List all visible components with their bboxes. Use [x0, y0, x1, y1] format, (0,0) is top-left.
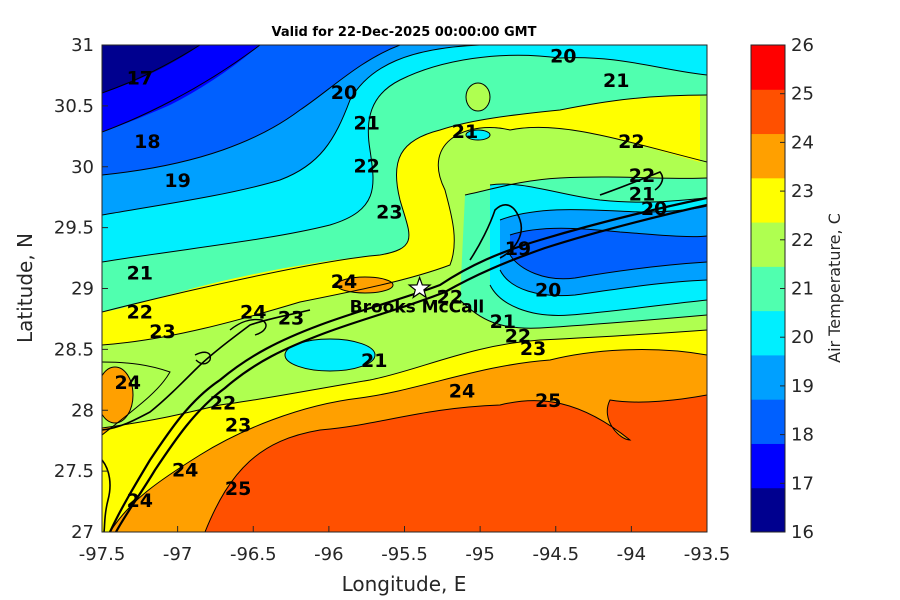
colorbar-tick-label: 20: [791, 327, 814, 348]
warm-blob-24: [336, 276, 394, 294]
colorbar-tick-label: 23: [791, 181, 814, 202]
contour-label: 23: [376, 202, 402, 224]
colorbar-tick-label: 21: [791, 279, 814, 300]
y-tick-label: 28.5: [54, 339, 94, 360]
colorbar-swatch: [751, 399, 785, 444]
colorbar-tick-label: 19: [791, 376, 814, 397]
contour-label: 25: [225, 478, 251, 500]
y-tick-label: 30.5: [54, 96, 94, 117]
colorbar-swatch: [751, 443, 785, 489]
contour-label: 21: [361, 350, 387, 372]
station-label: Brooks McCall: [350, 298, 485, 318]
band-16: [102, 45, 200, 93]
cool-blob-20: [465, 82, 491, 112]
contour-label: 22: [127, 301, 153, 323]
colorbar-swatch: [751, 177, 785, 223]
y-tick-label: 27.5: [54, 461, 94, 482]
y-tick-label: 27: [71, 522, 94, 543]
contour-label: 18: [134, 131, 160, 153]
contour-label: 21: [353, 113, 379, 135]
contour-label: 23: [520, 338, 546, 360]
colorbar-swatch: [751, 133, 785, 179]
x-tick-label: -96: [314, 544, 343, 565]
colorbar-swatch: [751, 310, 785, 356]
colorbar-tick-label: 18: [791, 425, 814, 446]
x-tick-label: -94.5: [532, 544, 579, 565]
station-star-icon[interactable]: [407, 275, 432, 299]
contour-label: 24: [172, 460, 198, 482]
contour-label: 24: [449, 380, 475, 402]
contour-label: 25: [535, 390, 561, 412]
x-tick-label: -94: [617, 544, 646, 565]
x-tick-label: -93.5: [684, 544, 731, 565]
colorbar-tick-label: 25: [791, 84, 814, 105]
y-tick-label: 30: [71, 157, 94, 178]
colorbar-label: Air Temperature, C: [825, 213, 844, 363]
contour-label: 19: [164, 170, 190, 192]
colorbar-tick-label: 17: [791, 473, 814, 494]
contour-label: 21: [490, 311, 516, 333]
x-tick-label: -95: [465, 544, 494, 565]
contour-label: 20: [535, 279, 561, 301]
contour-label: 20: [641, 198, 667, 220]
coastline: [102, 171, 707, 532]
contour-label: 19: [505, 238, 531, 260]
x-axis-ticks: -97.5 -97 -96.5 -96 -95.5 -95 -94.5 -94 -93.5: [79, 526, 731, 565]
y-axis-ticks: 31 30.5 30 29.5 29 28.5 28 27.5 27: [54, 35, 108, 543]
contour-label: 17: [127, 68, 153, 90]
colorbar-swatch: [751, 222, 785, 267]
contour-label: 22: [505, 326, 531, 348]
band-22: [102, 45, 707, 428]
colorbar-swatch: [751, 266, 785, 312]
colorbar-swatch: [751, 487, 785, 533]
warm-blob-24-left: [102, 366, 134, 424]
plot-title: Valid for 22-Dec-2025 00:00:00 GMT: [272, 25, 537, 40]
x-axis-label: Longitude, E: [342, 572, 467, 596]
x-tick-label: -97.5: [79, 544, 126, 565]
colorbar-tick-label: 22: [791, 230, 814, 251]
y-tick-label: 31: [71, 35, 94, 56]
contour-label: 21: [629, 183, 655, 205]
contour-label: 23: [278, 307, 304, 329]
colorbar-swatch: [751, 354, 785, 400]
contour-label: 24: [331, 271, 357, 293]
contour-label: 20: [550, 46, 576, 68]
colorbar-tick-label: 24: [791, 132, 814, 153]
cool-blob-21b: [465, 129, 491, 141]
contour-label: 22: [353, 155, 379, 177]
contour-label: 24: [127, 490, 153, 512]
contour-label: 24: [114, 372, 140, 394]
contour-label: 23: [225, 415, 251, 437]
y-tick-label: 29: [71, 279, 94, 300]
contour-label: 21: [603, 70, 629, 92]
contour-label: 22: [629, 165, 655, 187]
colorbar: 26 25 24 23 22 21 20 19 18 17 16: [750, 35, 814, 543]
x-tick-label: -97: [163, 544, 192, 565]
x-tick-label: -96.5: [230, 544, 277, 565]
contour-label: 21: [127, 262, 153, 284]
x-tick-label: -95.5: [381, 544, 428, 565]
map-plot-area[interactable]: 1718192021222321202122222120192021222321…: [97, 45, 707, 532]
y-tick-label: 29.5: [54, 218, 94, 239]
contour-label: 22: [210, 393, 236, 415]
station-marker[interactable]: Brooks McCall: [350, 275, 485, 318]
contour-label: 22: [618, 131, 644, 153]
contour-label: 23: [149, 321, 175, 343]
colorbar-swatch: [751, 89, 785, 135]
y-tick-label: 28: [71, 400, 94, 421]
colorbar-swatch: [751, 45, 785, 90]
contour-label: 22: [437, 287, 463, 309]
contour-label: 21: [452, 121, 478, 143]
colorbar-tick-label: 16: [791, 522, 814, 543]
contour-label: 24: [240, 301, 266, 323]
colorbar-tick-label: 26: [791, 35, 814, 56]
y-axis-label: Latitude, N: [13, 233, 37, 343]
contour-labels: 1718192021222321202122222120192021222321…: [114, 46, 667, 512]
cool-blob-21: [284, 338, 376, 372]
contour-label: 20: [331, 82, 357, 104]
